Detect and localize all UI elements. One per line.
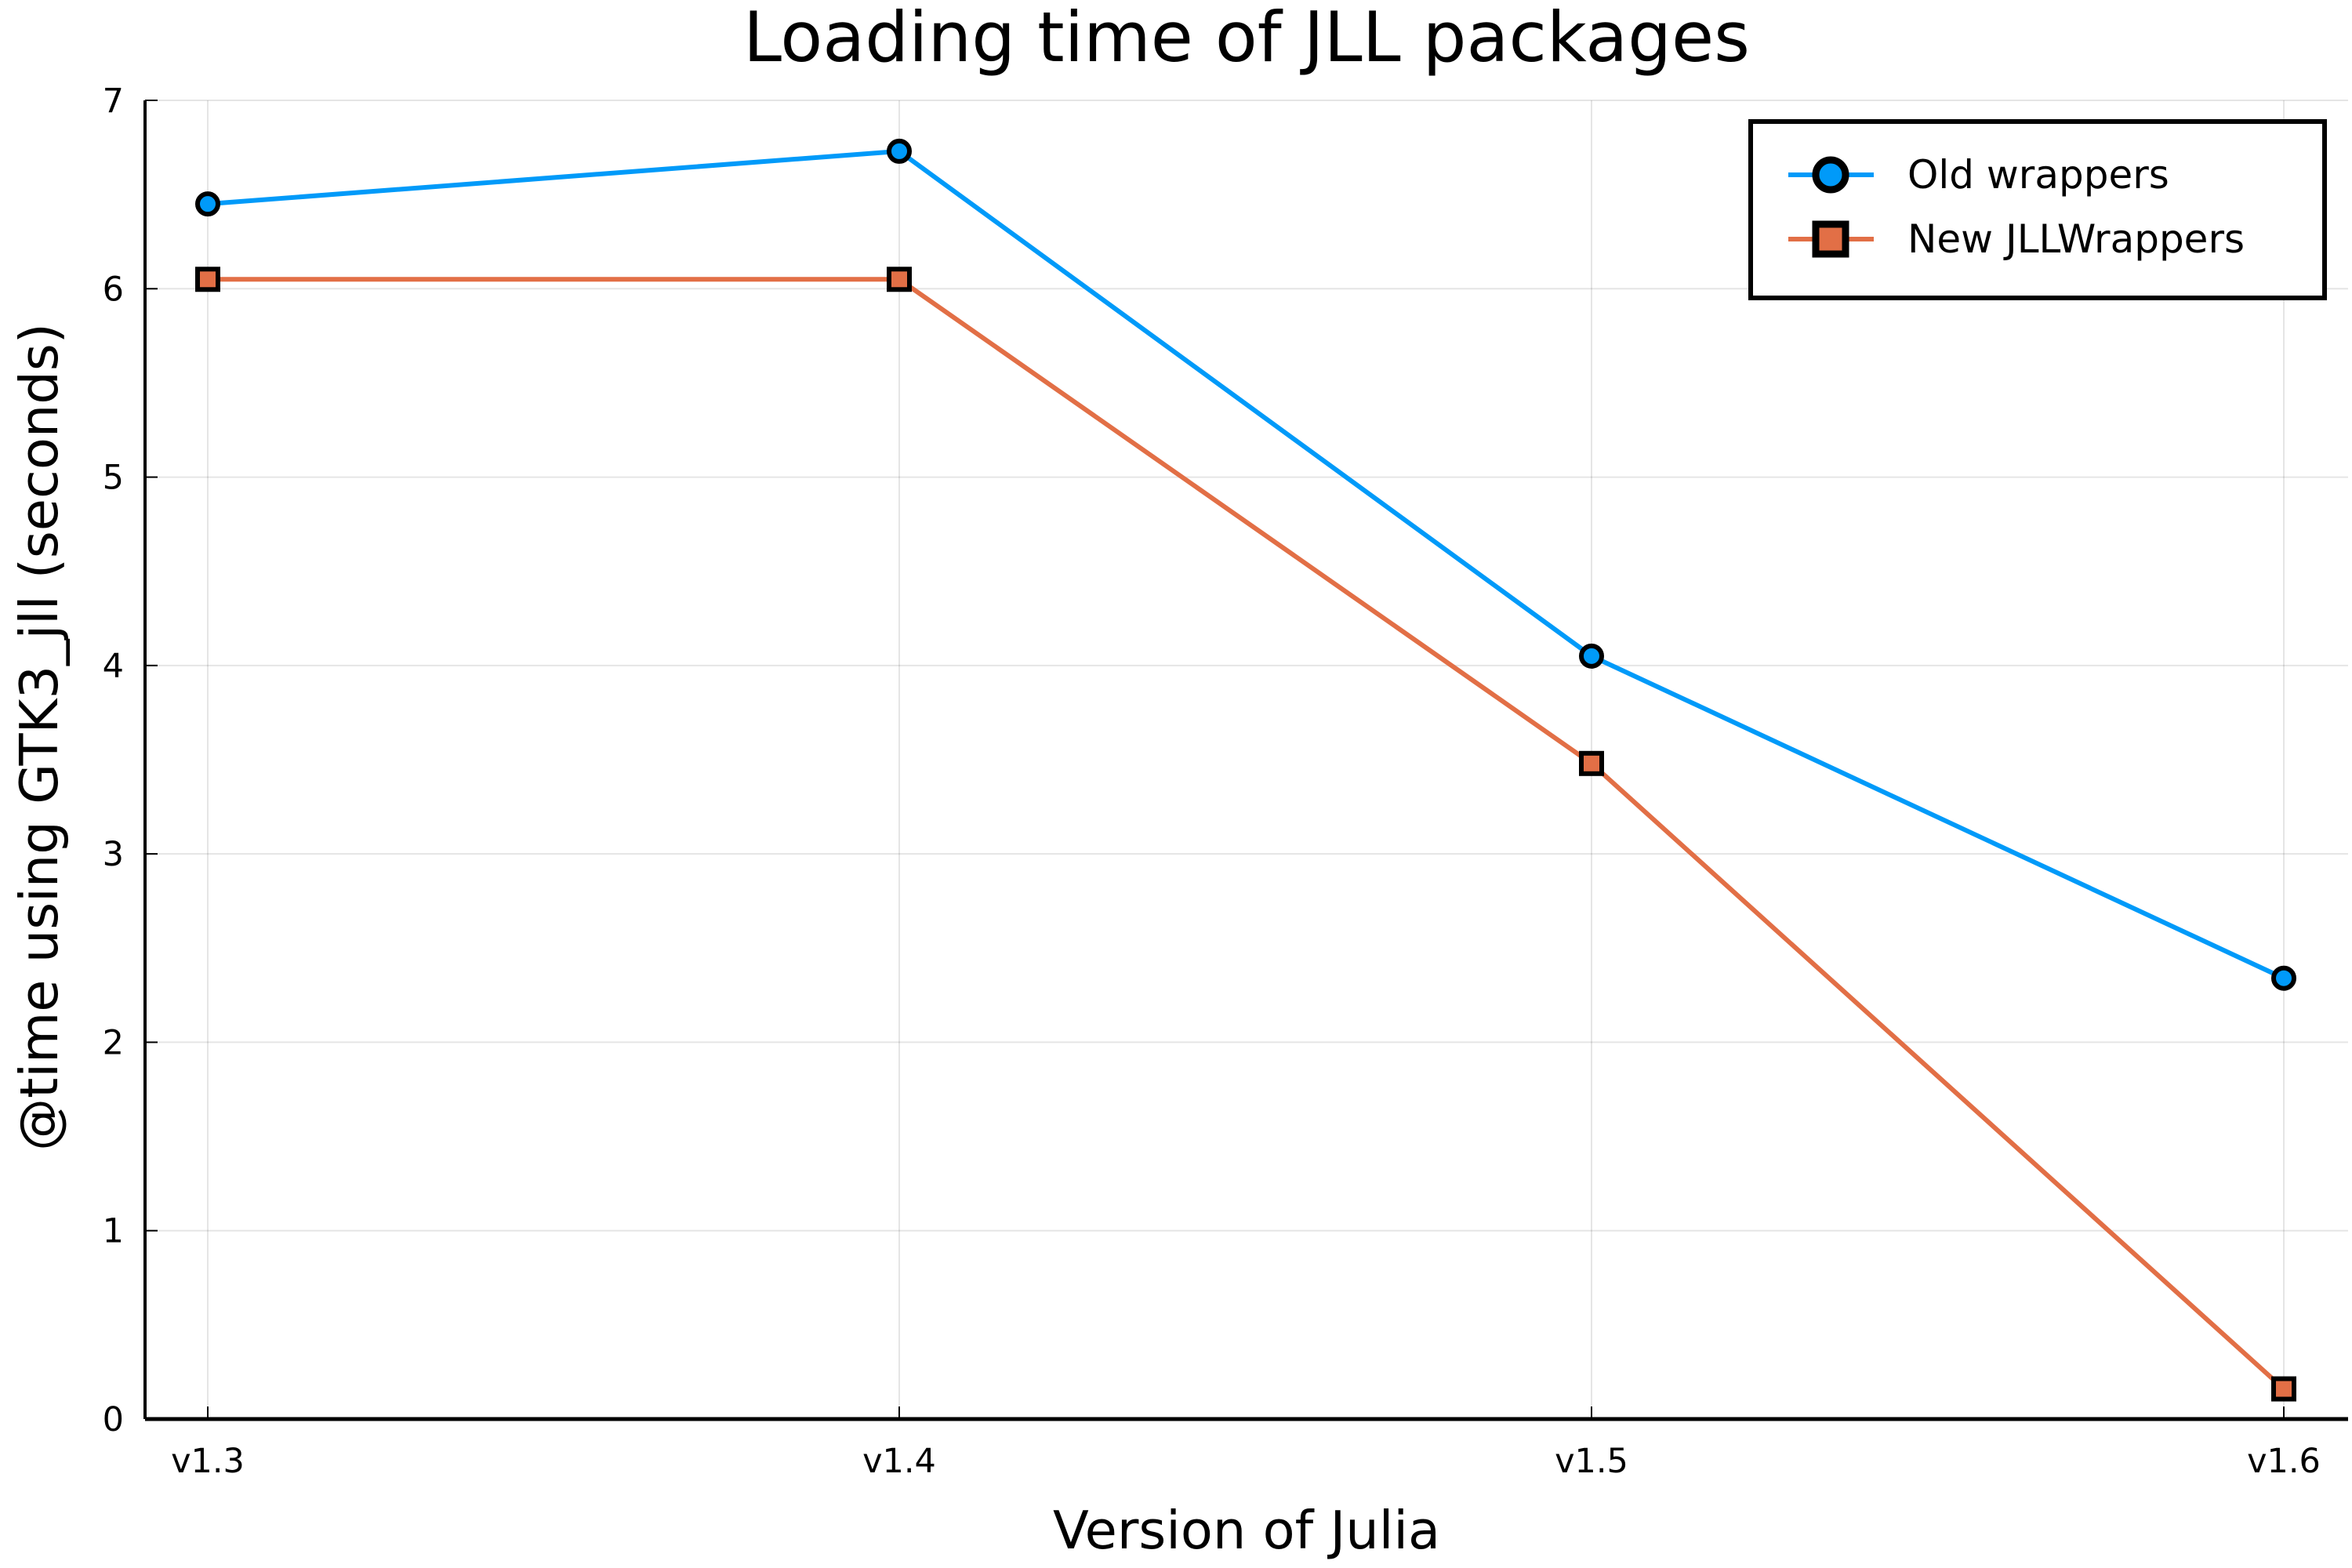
x-tick-label: v1.4: [862, 1442, 936, 1481]
legend-label-2: New JLLWrappers: [1907, 216, 2245, 262]
y-tick-label: 3: [103, 835, 124, 874]
x-tick-label: v1.5: [1555, 1442, 1628, 1481]
series-lines: [195, 138, 2296, 1402]
series-line-1: [207, 148, 2285, 981]
y-axis-title: @time using GTK3_jll (seconds): [9, 323, 70, 1151]
legend-marker-square: [1812, 220, 1849, 258]
data-point-square: [2271, 1376, 2296, 1402]
legend-label-1: Old wrappers: [1907, 152, 2169, 198]
data-point-square: [1579, 750, 1604, 776]
y-tick-label: 2: [103, 1023, 124, 1062]
data-point-circle: [1579, 643, 1604, 669]
data-point-circle: [887, 138, 912, 164]
y-tick-label: 0: [103, 1400, 124, 1439]
y-tick-label: 5: [103, 459, 124, 498]
data-point-circle: [195, 191, 220, 217]
x-axis-title: Version of Julia: [1053, 1500, 1440, 1561]
legend: Old wrappers New JLLWrappers: [1748, 119, 2327, 300]
x-tick-label: v1.6: [2247, 1442, 2321, 1481]
data-point-circle: [2271, 965, 2296, 991]
series-line-2: [208, 277, 2286, 1391]
x-tick-label: v1.3: [171, 1442, 245, 1481]
legend-box: [1748, 119, 2327, 300]
axes: [143, 100, 2348, 1421]
y-tick-label: 1: [103, 1212, 124, 1251]
y-tick-label: 6: [103, 270, 124, 309]
y-tick-label: 4: [103, 647, 124, 686]
data-point-square: [195, 267, 220, 292]
legend-marker-circle: [1812, 156, 1849, 194]
tick-labels: 0 1 2 3 4 5 6 7 v1.3 v1.4 v1.5 v1.6: [103, 82, 2321, 1481]
chart-title: Loading time of JLL packages: [743, 0, 1750, 78]
data-point-square: [887, 267, 912, 292]
y-tick-label: 7: [103, 82, 124, 121]
